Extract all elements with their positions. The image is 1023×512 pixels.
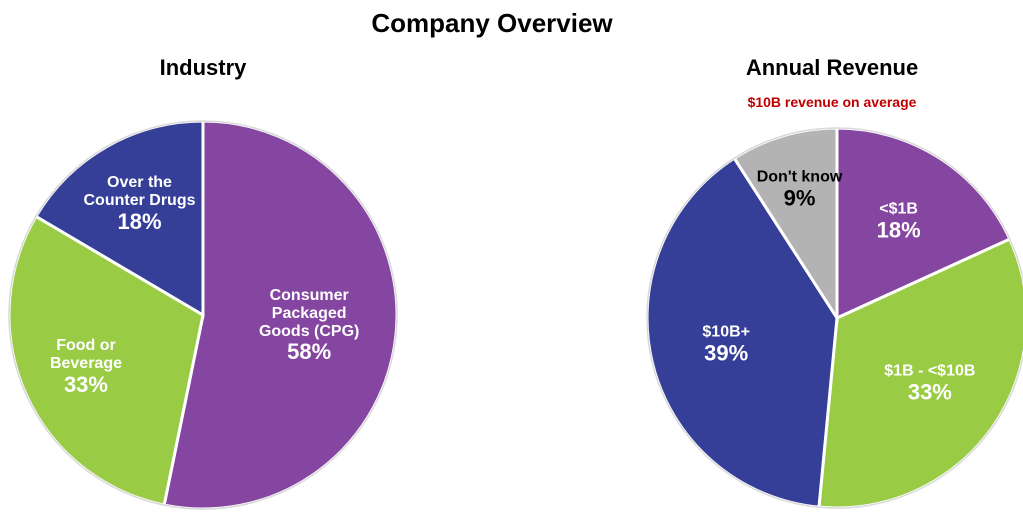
chart-subtitle: $10B revenue on average <box>747 94 917 110</box>
category-label: Consumer Packaged Goods (CPG) <box>258 286 360 340</box>
pie-outline <box>646 127 1023 509</box>
category-label: $1B - <$10B <box>884 362 976 380</box>
value-label: 39% <box>704 340 749 366</box>
slice-label: Over the Counter Drugs 18% <box>80 174 200 234</box>
page-title: Company Overview <box>371 8 613 38</box>
value-label: 18% <box>117 208 162 234</box>
category-label: Don't know <box>756 169 843 187</box>
value-label: 18% <box>876 217 921 243</box>
pie-outline <box>8 120 398 510</box>
value-label: 9% <box>783 186 816 212</box>
category-label: Food or Beverage <box>49 336 122 372</box>
slice-label: $10B+ 39% <box>666 324 786 367</box>
value-label: 33% <box>63 371 108 397</box>
chart-title: Annual Revenue <box>745 55 919 80</box>
value-label: 58% <box>287 339 332 365</box>
slice-label: Food or Beverage 33% <box>26 337 146 397</box>
slice-label: <$1B 18% <box>839 201 959 244</box>
slice-label: Consumer Packaged Goods (CPG) 58% <box>249 287 369 365</box>
value-label: 33% <box>907 379 952 405</box>
category-label: $10B+ <box>702 323 750 341</box>
slice-label: $1B - <$10B 33% <box>870 363 990 406</box>
category-label: <$1B <box>879 200 918 218</box>
category-label: Over the Counter Drugs <box>83 173 196 209</box>
chart-title: Industry <box>159 55 247 80</box>
slice-label: Don't know 9% <box>740 169 860 212</box>
